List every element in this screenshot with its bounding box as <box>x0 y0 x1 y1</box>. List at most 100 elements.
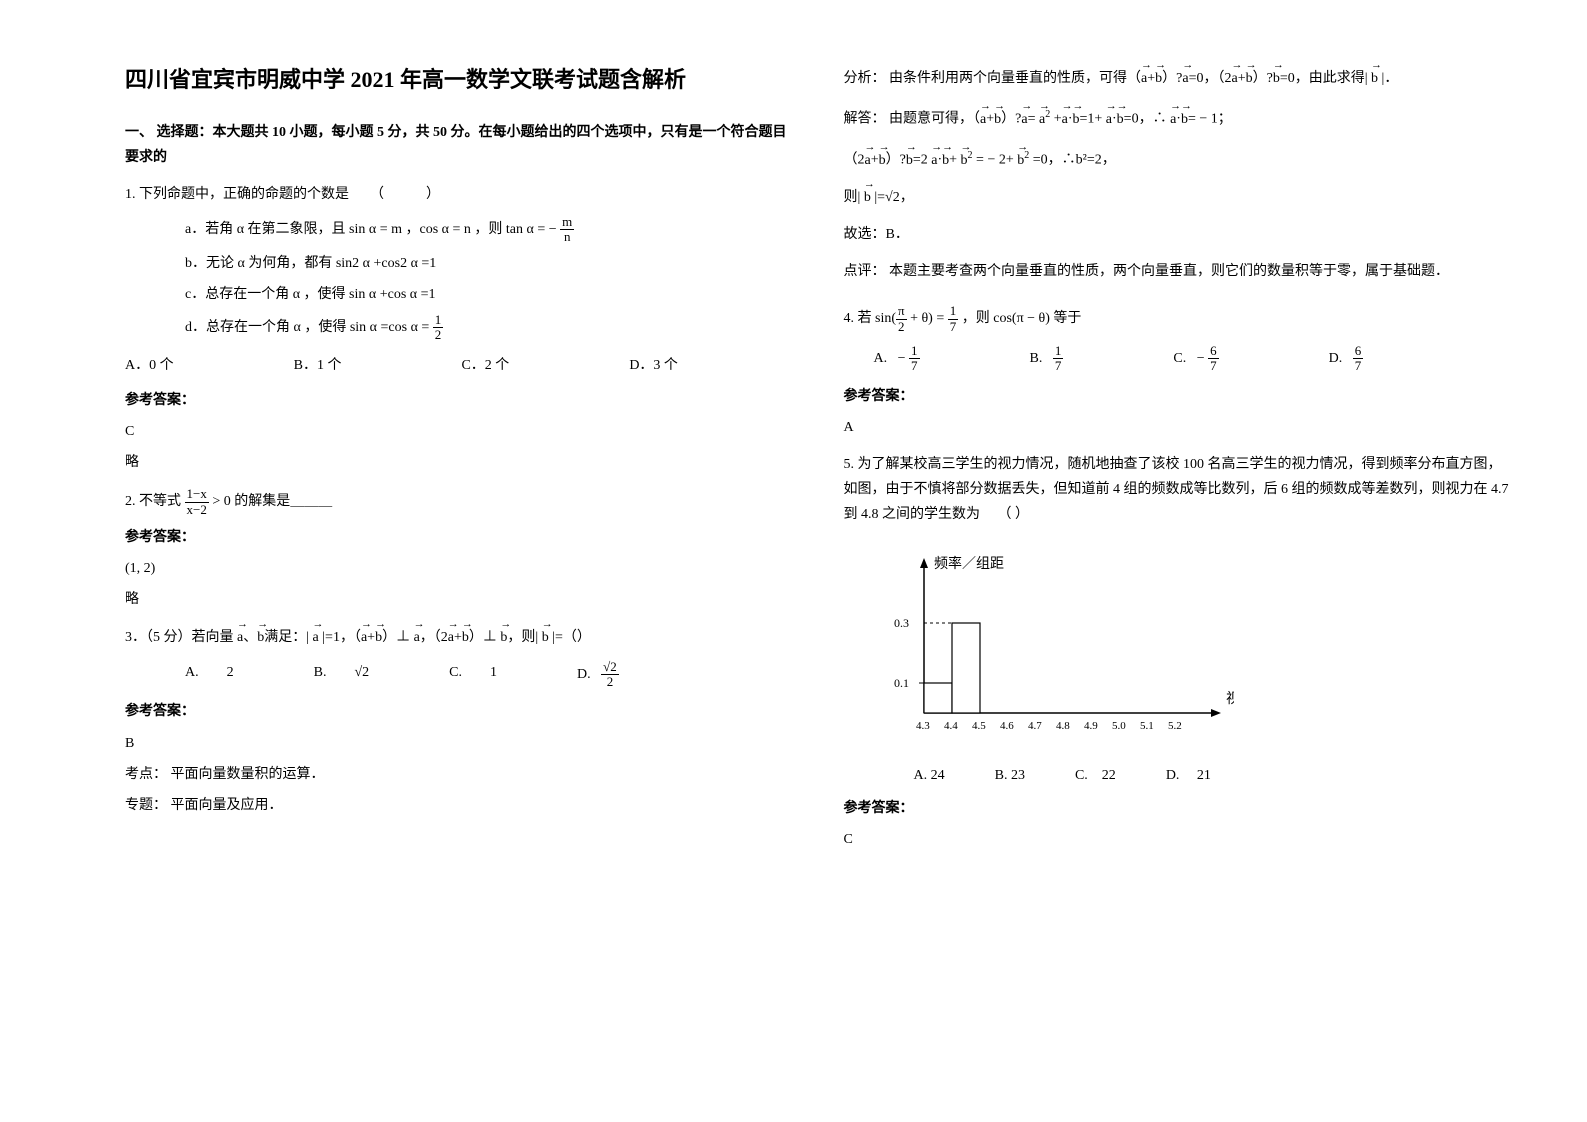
frac-num: 6 <box>1208 344 1219 359</box>
opt-label: C. <box>1173 351 1186 366</box>
vector-b-icon: b <box>375 625 382 650</box>
vector-b-icon: b <box>1246 66 1253 91</box>
q3-options: A. 2 B. √2 C. 1 D. √2 2 <box>185 660 794 690</box>
frac-num: m <box>560 215 574 230</box>
fraction-icon: π2 <box>896 304 907 334</box>
vector-b-icon: b <box>542 625 549 650</box>
frac-num: 1 <box>1053 344 1064 359</box>
vector-a-icon: a <box>1106 107 1112 132</box>
vector-b-icon: b <box>864 185 871 210</box>
fenxi-label: 分析： <box>844 71 886 86</box>
kaodian-text: 平面向量数量积的运算． <box>171 767 325 782</box>
minus-sign: − <box>549 222 557 237</box>
q3-zhuanti: 专题： 平面向量及应用． <box>125 793 794 818</box>
frac-den: 7 <box>1208 359 1219 373</box>
svg-text:视力: 视力 <box>1226 691 1234 707</box>
svg-text:4.9: 4.9 <box>1084 720 1098 732</box>
minus-sign: − <box>1197 351 1205 366</box>
frac-den: 2 <box>433 328 444 342</box>
svg-text:4.3: 4.3 <box>916 720 930 732</box>
svg-text:0.1: 0.1 <box>894 676 909 690</box>
fraction-icon: 6 7 <box>1353 344 1364 374</box>
frac-num: 1−x <box>185 487 209 502</box>
fraction-icon: 1 2 <box>433 313 444 343</box>
section-header: 一、 选择题：本大题共 10 小题，每小题 5 分，共 50 分。在每小题给出的… <box>125 120 794 170</box>
frac-den: 2 <box>601 675 619 689</box>
vector-a-icon: a <box>1021 107 1027 132</box>
q4-prefix: 4. 若 <box>844 311 872 326</box>
fraction-icon: 6 7 <box>1208 344 1219 374</box>
q3-opt-c: C. 1 <box>449 660 497 690</box>
vector-b-icon: b <box>1181 107 1188 132</box>
zhuanti-text: 平面向量及应用． <box>171 798 283 813</box>
vector-a-icon: a <box>313 625 319 650</box>
vector-a-icon: a <box>931 148 937 173</box>
fraction-icon: 1−x x−2 <box>185 487 209 517</box>
q4-answer: A <box>844 415 1513 440</box>
svg-text:5.0: 5.0 <box>1112 720 1126 732</box>
frac-den: x−2 <box>185 503 209 517</box>
q1-sub-a: a．若角 α 在第二象限，且 sin α = m ，cos α = n ，则 t… <box>185 215 794 245</box>
frac-num: 6 <box>1353 344 1364 359</box>
q2-omit: 略 <box>125 587 794 612</box>
q4-opt-c: C. − 6 7 <box>1173 344 1218 374</box>
vector-b-icon: b <box>1273 66 1280 91</box>
q1-sub-a-text: a．若角 α 在第二象限，且 sin α = m ，cos α = n ，则 t… <box>185 222 545 237</box>
q5-opt-b: B. 23 <box>995 763 1025 788</box>
vector-b-icon: b <box>942 148 949 173</box>
svg-text:5.2: 5.2 <box>1168 720 1182 732</box>
q2-suffix: > 0 的解集是＿＿＿ <box>212 494 332 509</box>
answer-label: 参考答案： <box>125 525 794 550</box>
fraction-icon: 1 7 <box>1053 344 1064 374</box>
q2-prefix: 2. 不等式 <box>125 494 181 509</box>
q5-options: A. 24 B. 23 C. 22 D. 21 <box>914 763 1513 788</box>
q3-jieda-4: 故选：B． <box>844 222 1513 247</box>
answer-label: 参考答案： <box>844 384 1513 409</box>
fraction-icon: m n <box>560 215 574 245</box>
frac-den: 7 <box>1053 359 1064 373</box>
svg-text:4.4: 4.4 <box>944 720 958 732</box>
q1-sub-d-text: d．总存在一个角 α ，使得 sin α =cos α = <box>185 320 429 335</box>
q5-opt-a: A. 24 <box>914 763 945 788</box>
vector-a-icon: a <box>1039 107 1045 132</box>
q4-mid: ，则 <box>962 311 990 326</box>
vector-b-icon: b <box>879 148 886 173</box>
q1-opt-d: D．3 个 <box>629 353 678 378</box>
svg-text:频率／组距: 频率／组距 <box>934 555 1004 572</box>
fraction-icon: 1 7 <box>909 344 920 374</box>
vector-b-icon: b <box>1017 148 1024 173</box>
vector-b-icon: b <box>1072 107 1079 132</box>
q1-sub-c: c．总存在一个角 α ，使得 sin α +cos α =1 <box>185 282 794 307</box>
q2-stem: 2. 不等式 1−x x−2 > 0 的解集是＿＿＿ <box>125 487 794 517</box>
frac-den: 7 <box>909 359 920 373</box>
frac-den: n <box>560 230 574 244</box>
opt-label: D. <box>1329 351 1343 366</box>
svg-text:4.7: 4.7 <box>1028 720 1042 732</box>
vector-a-icon: a <box>1182 66 1188 91</box>
q3-stem: 3．（5 分）若向量 a、b满足：| a |=1，（a+b）⊥ a，（2a+b）… <box>125 625 794 650</box>
vector-a-icon: a <box>1170 107 1176 132</box>
svg-text:0.3: 0.3 <box>894 616 909 630</box>
q3-dianping: 点评： 本题主要考查两个向量垂直的性质，两个向量垂直，则它们的数量积等于零，属于… <box>844 259 1513 284</box>
vector-a-icon: a <box>237 625 243 650</box>
frac-num: √2 <box>601 660 619 675</box>
q1-answer: C <box>125 419 794 444</box>
vector-a-icon: a <box>361 625 367 650</box>
vector-a-icon: a <box>448 625 454 650</box>
kaodian-label: 考点： <box>125 767 167 782</box>
q1-opt-c: C．2 个 <box>461 353 509 378</box>
svg-text:4.8: 4.8 <box>1056 720 1070 732</box>
q3-jieda-2: （2a+b）?b=2 a·b+ b2 = − 2+ b2 =0，∴b²=2， <box>844 147 1513 173</box>
vector-a-icon: a <box>1062 107 1068 132</box>
q5-opt-d: D. 21 <box>1166 763 1211 788</box>
q3-kaodian: 考点： 平面向量数量积的运算． <box>125 762 794 787</box>
histogram-chart: 频率／组距视力0.10.34.34.44.54.64.74.84.95.05.1… <box>874 543 1513 743</box>
q3-jieda-1: 解答： 由题意可得，（a+b）?a= a2 +a·b=1+ a·b=0，∴ a·… <box>844 106 1513 132</box>
q1-omit: 略 <box>125 450 794 475</box>
q3-opt-a: A. 2 <box>185 660 234 690</box>
vector-b-icon: b <box>906 148 913 173</box>
page-title: 四川省宜宾市明威中学 2021 年高一数学文联考试题含解析 <box>125 60 794 100</box>
q5-answer: C <box>844 827 1513 852</box>
q3-opt-d-prefix: D. <box>577 667 591 682</box>
q3-opt-b: B. √2 <box>314 660 370 690</box>
